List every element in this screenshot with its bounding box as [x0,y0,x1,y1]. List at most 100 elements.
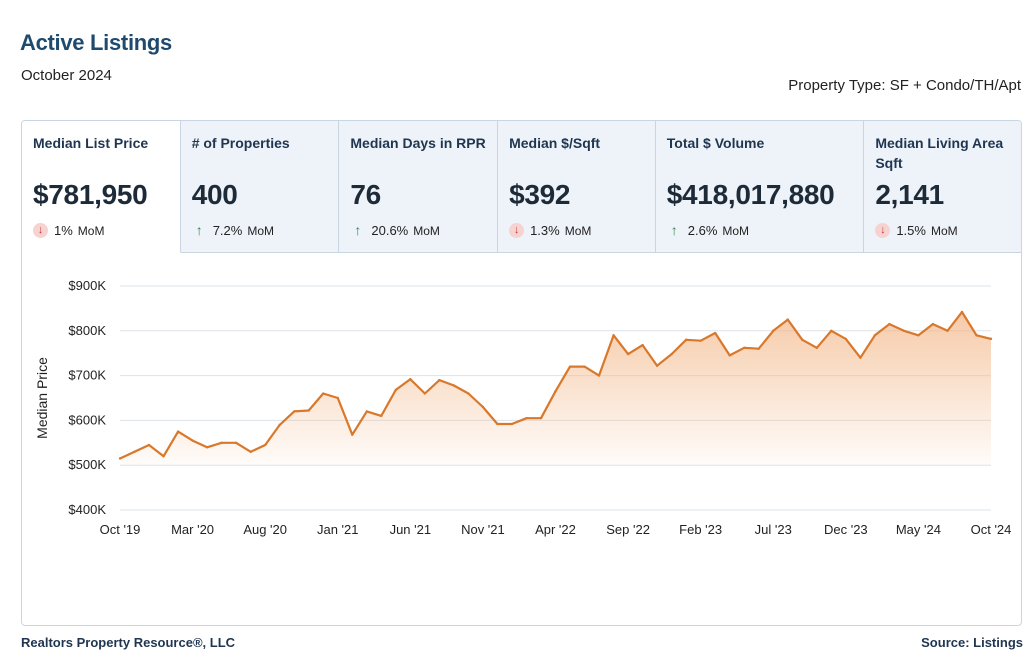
metric-value: 76 [350,179,381,210]
data-point [568,365,572,368]
change-percent: 1% [54,223,73,238]
x-tick-label: Jan '21 [317,522,359,537]
data-point [960,310,964,314]
data-point [815,346,818,350]
change-unit: MoM [930,223,958,238]
y-tick-label: $400K [68,502,106,517]
data-point [176,430,180,433]
x-tick-label: Dec '23 [824,522,868,537]
data-point [496,422,499,426]
data-point [423,392,427,395]
arrow-down-icon: ↓ [33,223,48,238]
change-unit: MoM [722,223,750,238]
data-point [786,318,789,321]
property-type-filter[interactable]: Property Type: SF + Condo/TH/Apt [788,77,1021,94]
data-point [365,410,368,413]
data-point [263,443,267,447]
metric-tab-total-volume[interactable]: Total $ Volume $418,017,880 ↑ 2.6% MoM [655,121,865,253]
data-point [234,441,238,444]
data-point [830,329,833,332]
metric-value: $392 [509,179,571,210]
arrow-down-icon: ↓ [875,223,891,238]
metric-label: Total $ Volume [666,135,765,151]
x-tick-label: Feb '23 [679,522,722,537]
x-tick-label: Nov '21 [461,522,505,537]
data-point [844,337,848,341]
change-unit: MoM [564,223,592,238]
price-area [120,312,991,466]
arrow-up-icon: ↑ [195,222,203,238]
change-unit: MoM [247,223,274,238]
footer-copyright: Realtors Property Resource®, LLC [21,635,236,650]
metric-change: ↑ 2.6% MoM [667,222,750,239]
metric-value: 400 [191,179,238,210]
data-point [162,455,165,458]
metric-change: ↓ 1% MoM [33,223,104,238]
data-point [641,343,644,347]
y-tick-label: $500K [68,457,106,472]
x-tick-label: Mar '20 [171,522,214,537]
change-percent: 1.3% [530,223,560,238]
metric-tab-of-properties[interactable]: # of Properties 400 ↑ 7.2% MoM [180,121,340,253]
metric-label: Median List Price [33,135,149,151]
metric-value: $781,950 [33,179,148,210]
data-point [452,384,456,387]
data-point [888,322,891,326]
x-tick-label: Jul '23 [755,522,792,537]
footer-source: Source: Listings [921,635,1023,650]
data-point [772,329,775,332]
metric-tab-median-living-area-sqft[interactable]: Median Living Area Sqft 2,141 ↓ 1.5% MoM [864,121,1021,253]
metric-value: $418,017,880 [666,179,835,210]
metric-change: ↑ 20.6% MoM [350,223,440,239]
arrow-down-icon: ↓ [509,223,525,238]
data-point [597,374,601,377]
data-point [118,457,122,460]
metric-label: Median $/Sqft [509,135,601,151]
data-point [147,443,151,447]
data-point [902,329,906,332]
data-point [583,365,586,368]
data-point [859,356,862,359]
x-tick-label: Oct '19 [100,522,141,537]
data-point [684,338,688,341]
metric-value: 2,141 [875,179,944,210]
x-tick-label: Sep '22 [606,522,650,537]
metric-label: Median Living Area Sqft [875,135,1004,171]
data-point [336,396,339,400]
data-point [525,416,528,420]
data-point [205,446,209,449]
change-unit: MoM [413,223,440,238]
arrow-up-icon: ↑ [670,222,678,238]
data-point [133,450,136,453]
metric-change: ↓ 1.3% MoM [509,223,591,238]
metric-tab-median-list-price[interactable]: Median List Price $781,950 ↓ 1% MoM [22,121,181,253]
data-point [655,364,659,367]
y-tick-label: $600K [68,412,106,427]
metric-tab-median-sqft[interactable]: Median $/Sqft $392 ↓ 1.3% MoM [498,121,656,253]
metric-label: Median Days in RPR [350,135,486,151]
data-point [278,423,281,427]
data-point [409,377,412,381]
data-point [554,390,557,393]
y-tick-label: $700K [68,368,106,383]
data-point [351,433,354,436]
page-title: Active Listings [20,30,172,55]
data-point [191,439,194,442]
data-point [917,334,920,337]
metric-change: ↑ 7.2% MoM [192,222,274,239]
data-point [612,334,615,337]
x-tick-label: Jun '21 [390,522,432,537]
data-point [975,334,978,337]
y-tick-label: $800K [68,323,106,338]
data-point [220,441,223,444]
x-tick-label: Apr '22 [535,522,576,537]
change-percent: 20.6% [371,223,409,238]
data-point [481,405,485,409]
median-price-chart: $400K $500K $600K $700K $800K $900K Median Pri… [34,278,1012,537]
data-point [438,378,441,382]
x-tick-label: Oct '24 [971,522,1012,537]
data-point [801,338,804,341]
metric-tab-median-days-in-rpr[interactable]: Median Days in RPR 76 ↑ 20.6% MoM [339,121,499,253]
change-unit: MoM [77,223,105,238]
data-point [394,388,398,392]
